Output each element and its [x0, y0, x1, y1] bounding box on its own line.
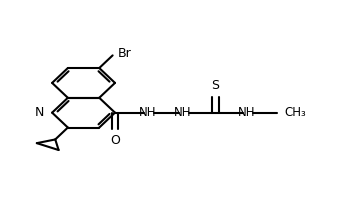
Text: NH: NH	[174, 106, 191, 119]
Text: Br: Br	[118, 47, 132, 60]
Text: NH: NH	[139, 106, 157, 119]
Text: O: O	[110, 134, 120, 148]
Text: S: S	[212, 79, 220, 92]
Text: N: N	[35, 106, 44, 119]
Text: NH: NH	[238, 106, 256, 119]
Text: CH₃: CH₃	[285, 106, 306, 119]
